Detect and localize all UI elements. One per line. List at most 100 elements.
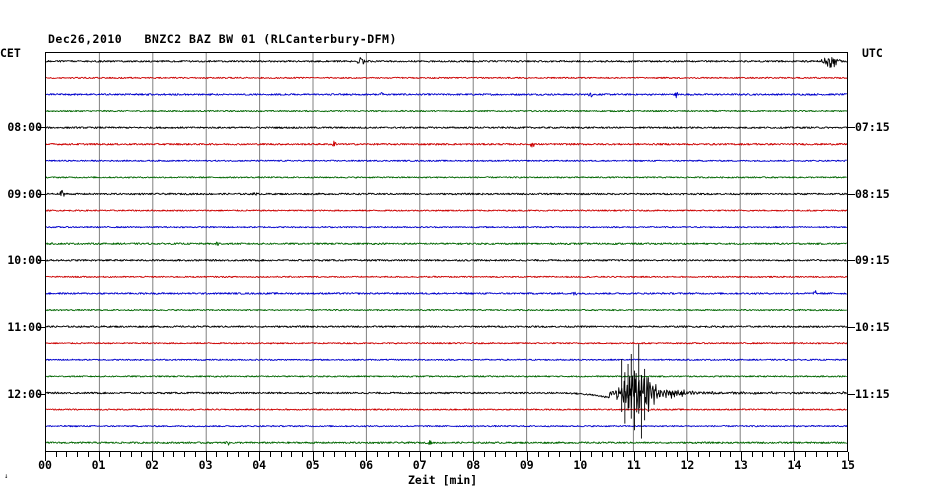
right-axis-tick-label: 07:15	[855, 120, 890, 134]
left-axis-tick-label: 08:00	[7, 120, 42, 134]
x-axis-tick-label: 11	[626, 458, 641, 472]
x-minor-tick	[409, 452, 411, 457]
x-major-tick	[152, 452, 154, 461]
x-axis-label: Zeit [min]	[408, 473, 478, 487]
x-minor-tick	[162, 452, 164, 457]
x-minor-tick	[708, 452, 710, 457]
x-axis-tick-label: 09	[519, 458, 534, 472]
x-axis-tick-label: 07	[412, 458, 427, 472]
x-major-tick	[848, 452, 849, 461]
x-minor-tick	[334, 452, 336, 457]
x-major-tick	[98, 452, 100, 461]
x-minor-tick	[291, 452, 293, 457]
corner-marker: ↓	[4, 472, 9, 480]
x-minor-tick	[665, 452, 667, 457]
right-tick-mark	[848, 193, 855, 195]
right-tick-mark	[848, 393, 855, 395]
seismic-traces	[46, 53, 847, 451]
x-axis-tick-label: 13	[733, 458, 748, 472]
left-tick-mark	[38, 193, 45, 195]
x-minor-tick	[730, 452, 732, 457]
x-major-tick	[312, 452, 314, 461]
x-minor-tick	[66, 452, 68, 457]
x-minor-tick	[751, 452, 753, 457]
x-minor-tick	[248, 452, 250, 457]
x-minor-tick	[237, 452, 239, 457]
x-minor-tick	[462, 452, 464, 457]
right-axis-tick-label: 11:15	[855, 386, 890, 401]
x-axis-tick-label: 04	[252, 458, 267, 472]
right-tick-mark	[848, 327, 855, 328]
x-minor-tick	[569, 452, 571, 457]
x-minor-tick	[494, 452, 496, 457]
x-minor-tick	[355, 452, 357, 457]
x-minor-tick	[430, 452, 432, 457]
x-minor-tick	[323, 452, 325, 457]
x-major-tick	[419, 452, 421, 461]
x-axis-tick-label: 03	[198, 458, 213, 472]
x-minor-tick	[109, 452, 111, 457]
x-minor-tick	[376, 452, 378, 457]
x-axis-tick-label: 01	[91, 458, 106, 472]
x-minor-tick	[398, 452, 400, 457]
x-axis-tick-label: 06	[359, 458, 374, 472]
x-minor-tick	[130, 452, 132, 457]
x-minor-tick	[558, 452, 560, 457]
x-minor-tick	[644, 452, 646, 457]
x-minor-tick	[505, 452, 507, 457]
x-major-tick	[45, 452, 46, 461]
x-minor-tick	[815, 452, 817, 457]
x-minor-tick	[783, 452, 785, 457]
x-minor-tick	[762, 452, 764, 457]
x-minor-tick	[537, 452, 539, 457]
left-axis-tick-label: 11:00	[7, 320, 42, 334]
x-axis-tick-label: 02	[145, 458, 159, 472]
x-major-tick	[794, 452, 796, 461]
x-minor-tick	[87, 452, 89, 457]
right-axis-header: UTC	[862, 46, 883, 60]
x-minor-tick	[119, 452, 121, 457]
x-minor-tick	[141, 452, 143, 457]
x-minor-tick	[837, 452, 839, 457]
x-major-tick	[633, 452, 635, 461]
x-minor-tick	[719, 452, 721, 457]
x-major-tick	[366, 452, 368, 461]
left-axis-header: CET	[0, 46, 21, 60]
x-minor-tick	[441, 452, 443, 457]
left-axis-tick-label: 09:00	[7, 186, 42, 201]
x-minor-tick	[826, 452, 828, 457]
left-tick-mark	[38, 393, 45, 395]
x-major-tick	[687, 452, 689, 461]
x-minor-tick	[655, 452, 657, 457]
x-minor-tick	[269, 452, 271, 457]
x-minor-tick	[623, 452, 625, 457]
plot-grid	[98, 53, 795, 451]
x-axis-tick-label: 05	[305, 458, 320, 472]
x-major-tick	[580, 452, 582, 461]
x-minor-tick	[344, 452, 346, 457]
x-axis-tick-label: 10	[573, 458, 588, 472]
right-tick-mark	[848, 260, 855, 262]
left-axis-tick-label: 12:00	[7, 386, 42, 401]
left-tick-mark	[38, 327, 45, 328]
x-major-tick	[205, 452, 207, 461]
x-axis-tick-label: 12	[680, 458, 695, 472]
x-minor-tick	[301, 452, 303, 457]
x-minor-tick	[227, 452, 228, 457]
x-minor-tick	[676, 452, 678, 457]
x-major-tick	[526, 452, 528, 461]
x-minor-tick	[591, 452, 593, 457]
x-minor-tick	[483, 452, 485, 457]
x-minor-tick	[601, 452, 603, 457]
right-axis-tick-label: 09:15	[855, 253, 890, 268]
x-minor-tick	[194, 452, 196, 457]
x-minor-tick	[451, 452, 453, 457]
right-axis-tick-label: 10:15	[855, 320, 890, 334]
x-minor-tick	[280, 452, 282, 457]
x-minor-tick	[387, 452, 389, 457]
x-minor-tick	[216, 452, 218, 457]
x-major-tick	[740, 452, 742, 461]
x-minor-tick	[184, 452, 186, 457]
x-minor-tick	[548, 452, 550, 457]
